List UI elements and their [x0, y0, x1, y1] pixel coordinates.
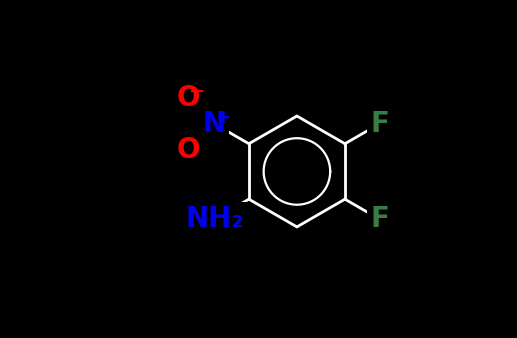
- Text: F: F: [370, 205, 389, 233]
- Text: F: F: [370, 110, 389, 138]
- Text: N: N: [203, 110, 226, 138]
- Text: +: +: [215, 108, 230, 126]
- Text: −: −: [189, 82, 206, 101]
- Text: O: O: [176, 136, 200, 164]
- Text: NH₂: NH₂: [185, 205, 244, 233]
- Text: O: O: [176, 83, 200, 112]
